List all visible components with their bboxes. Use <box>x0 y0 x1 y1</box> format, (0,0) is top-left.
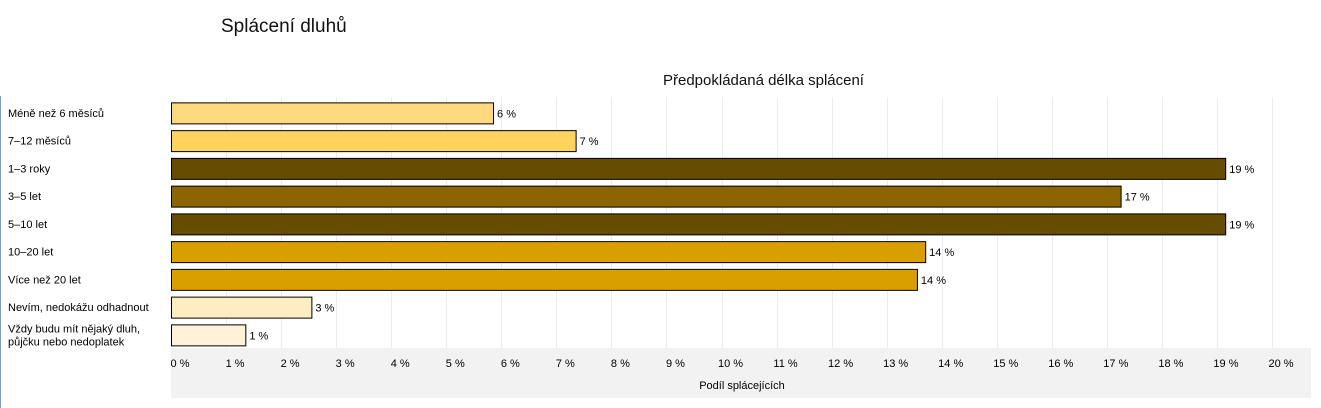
x-tick-label-5: 5 % <box>446 358 465 370</box>
page-title: Splácení dluhů <box>221 16 347 37</box>
bar-8 <box>171 324 247 347</box>
x-tick-label-4: 4 % <box>391 358 410 370</box>
x-tick-label-1: 1 % <box>226 358 245 370</box>
data-label-8: 1 % <box>249 330 268 342</box>
x-tick-label-9: 9 % <box>666 358 685 370</box>
category-label-line: půjčku nebo nedoplatek <box>8 336 125 348</box>
data-label-1: 7 % <box>580 136 599 148</box>
x-tick-label-18: 18 % <box>1158 358 1183 370</box>
category-label-line: 5–10 let <box>8 219 47 231</box>
left-border <box>0 96 1 408</box>
x-tick-label-7: 7 % <box>556 358 575 370</box>
x-tick-label-12: 12 % <box>828 358 853 370</box>
category-label-line: 3–5 let <box>8 191 41 203</box>
x-tick-label-16: 16 % <box>1048 358 1073 370</box>
x-axis-title: Podíl splácejících <box>699 380 785 392</box>
category-label-line: 7–12 měsíců <box>8 136 71 148</box>
x-tick-label-15: 15 % <box>993 358 1018 370</box>
x-tick-label-6: 6 % <box>501 358 520 370</box>
category-label-3: 3–5 let <box>8 191 41 203</box>
chart-title: Předpokládaná délka splácení <box>663 72 865 89</box>
category-label-0: Méně než 6 měsíců <box>8 108 104 120</box>
bar-0 <box>171 102 495 125</box>
x-tick-label-13: 13 % <box>883 358 908 370</box>
bar-2 <box>171 157 1227 180</box>
category-label-8: Vždy budu mít nějaký dluh, půjčku nebo ne… <box>8 323 140 348</box>
category-label-line: 10–20 let <box>8 247 53 259</box>
category-label-line: 1–3 roky <box>8 163 51 175</box>
x-tick-label-17: 17 % <box>1103 358 1128 370</box>
x-tick-label-14: 14 % <box>938 358 963 370</box>
x-axis-band <box>171 348 1311 398</box>
data-label-0: 6 % <box>497 108 516 120</box>
data-label-4: 19 % <box>1229 219 1254 231</box>
x-tick-label-11: 11 % <box>773 358 797 370</box>
category-label-line: Nevím, nedokážu odhadnout <box>8 302 149 314</box>
category-label-4: 5–10 let <box>8 219 47 231</box>
x-tick-label-2: 2 % <box>281 358 300 370</box>
data-label-5: 14 % <box>929 247 954 259</box>
category-label-6: Více než 20 let <box>8 274 81 286</box>
data-label-7: 3 % <box>315 303 334 315</box>
category-label-1: 7–12 měsíců <box>8 136 71 148</box>
category-label-5: 10–20 let <box>8 247 53 259</box>
x-tick-label-10: 10 % <box>718 358 743 370</box>
bar-6 <box>171 268 918 291</box>
category-label-line: Vždy budu mít nějaký dluh, <box>8 323 140 335</box>
x-tick-label-0: 0 % <box>171 358 190 370</box>
x-tick-label-8: 8 % <box>611 358 630 370</box>
x-tick-label-20: 20 % <box>1268 358 1293 370</box>
category-label-line: Více než 20 let <box>8 274 81 286</box>
data-label-6: 14 % <box>921 275 946 287</box>
bar-4 <box>171 213 1227 236</box>
category-label-7: Nevím, nedokážu odhadnout <box>8 302 149 314</box>
bar-5 <box>171 241 927 264</box>
bar-3 <box>171 185 1122 208</box>
category-label-line: Méně než 6 měsíců <box>8 108 104 120</box>
data-label-2: 19 % <box>1229 164 1254 176</box>
bar-7 <box>171 296 313 319</box>
x-tick-label-19: 19 % <box>1213 358 1238 370</box>
bar-1 <box>171 130 577 153</box>
x-tick-label-3: 3 % <box>336 358 355 370</box>
data-label-3: 17 % <box>1125 192 1150 204</box>
category-label-2: 1–3 roky <box>8 163 51 175</box>
